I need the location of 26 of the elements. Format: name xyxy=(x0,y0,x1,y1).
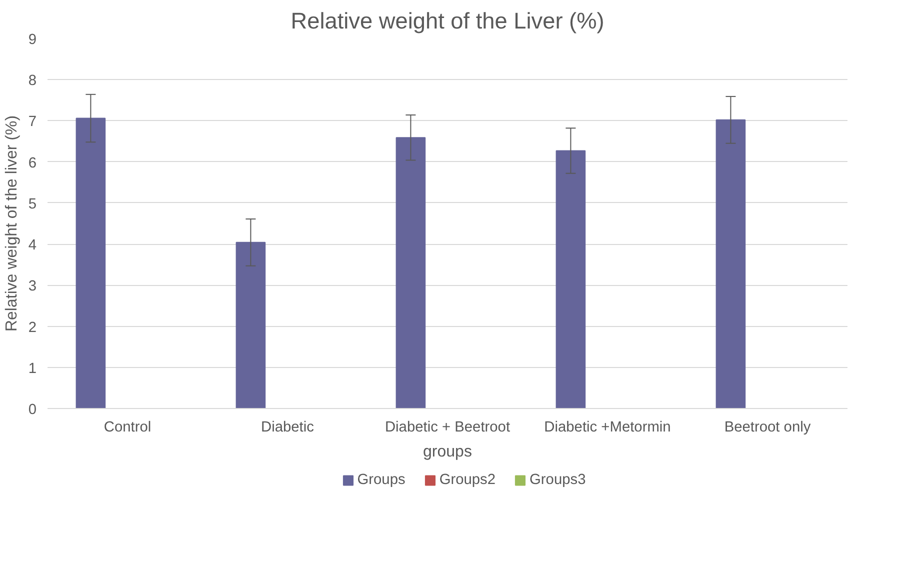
chart-title: Relative weight of the Liver (%) xyxy=(290,8,604,34)
legend-label: Groups3 xyxy=(530,472,586,488)
x-tick-label: Diabetic + Beetroot xyxy=(384,420,510,436)
bar xyxy=(236,242,266,408)
y-tick-label: 7 xyxy=(28,114,37,130)
y-tick-label: 0 xyxy=(28,402,37,418)
y-tick-label: 4 xyxy=(28,238,37,254)
y-tick-label: 8 xyxy=(28,73,37,90)
y-tick-label: 6 xyxy=(28,155,37,172)
bar xyxy=(396,137,426,408)
y-tick-label: 2 xyxy=(28,320,37,336)
bar xyxy=(76,118,106,408)
y-tick-label: 9 xyxy=(28,32,37,48)
bar xyxy=(556,150,586,408)
x-tick-label: Diabetic xyxy=(261,420,314,436)
y-tick-label: 3 xyxy=(28,278,37,295)
x-tick-label: Diabetic +Metormin xyxy=(544,420,671,436)
bar xyxy=(716,119,746,408)
x-tick-label: Control xyxy=(104,420,152,436)
y-axis-title: Relative weight of the liver (%) xyxy=(3,115,20,332)
legend-label: Groups xyxy=(357,472,406,488)
x-axis-title: groups xyxy=(423,444,472,460)
y-tick-label: 5 xyxy=(28,196,37,212)
x-tick-label: Beetroot only xyxy=(724,420,812,436)
legend-label: Groups2 xyxy=(439,472,496,488)
y-tick-label: 1 xyxy=(28,360,37,377)
